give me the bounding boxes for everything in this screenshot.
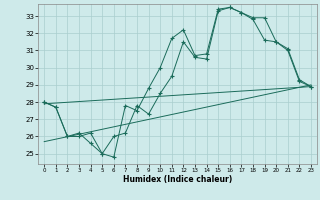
X-axis label: Humidex (Indice chaleur): Humidex (Indice chaleur): [123, 175, 232, 184]
